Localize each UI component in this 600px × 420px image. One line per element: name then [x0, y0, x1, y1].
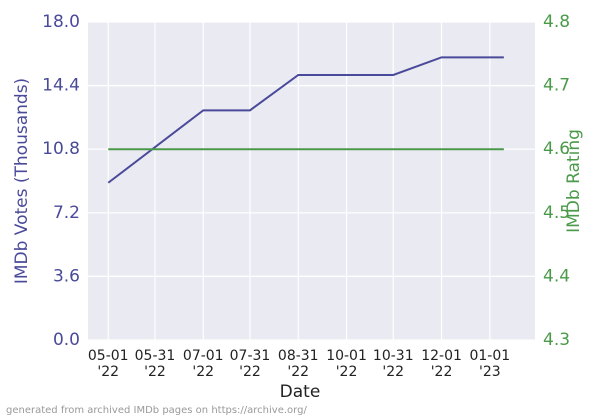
series-line	[107, 56, 504, 184]
x-tick-label: 12-01 '22	[421, 348, 462, 380]
y2-tick-label: 4.8	[543, 12, 570, 32]
x-tick-label: 10-01 '22	[326, 348, 367, 380]
y2-tick-label: 4.3	[543, 330, 570, 350]
y-tick-label: 7.2	[53, 203, 80, 223]
y-tick-label: 18.0	[42, 12, 80, 32]
y2-tick-label: 4.7	[543, 76, 570, 96]
x-tick-label: 07-31 '22	[229, 348, 271, 380]
x-tick-label: 10-31 '22	[372, 348, 414, 380]
y2-tick-label: 4.5	[543, 203, 570, 223]
y-tick-label: 14.4	[42, 76, 80, 96]
y2-tick-label: 4.6	[543, 139, 570, 159]
x-tick-label: 05-01 '22	[87, 348, 129, 380]
x-tick-label: 07-01 '22	[182, 348, 224, 380]
y2-tick-label: 4.4	[543, 266, 570, 286]
y-tick-label: 10.8	[42, 139, 80, 159]
y2-axis-label: IMDb Rating	[564, 129, 584, 233]
x-tick-label: 05-31 '22	[134, 348, 176, 380]
y-tick-label: 0.0	[53, 330, 80, 350]
x-axis-label: Date	[280, 382, 321, 402]
x-tick-label: 01-01 '23	[469, 348, 511, 380]
y-tick-label: 3.6	[53, 266, 80, 286]
x-tick-label: 08-31 '22	[277, 348, 319, 380]
y-axis-label: IMDb Votes (Thousands)	[12, 78, 32, 284]
footnote: generated from archived IMDb pages on ht…	[6, 405, 307, 416]
